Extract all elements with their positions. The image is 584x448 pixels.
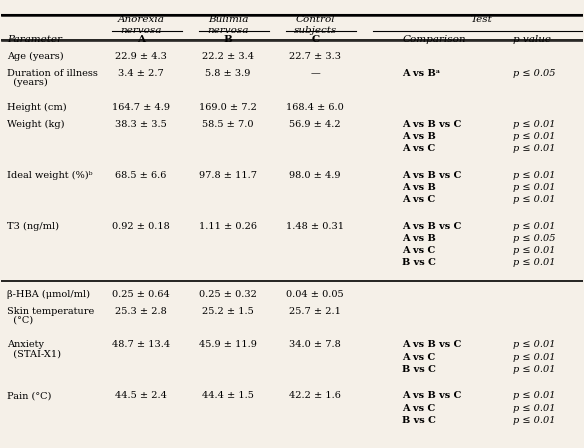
Text: p ≤ 0.01: p ≤ 0.01 <box>513 353 555 362</box>
Text: 34.0 ± 7.8: 34.0 ± 7.8 <box>290 340 341 349</box>
Text: Pain (°C): Pain (°C) <box>7 392 51 401</box>
Text: 48.7 ± 13.4: 48.7 ± 13.4 <box>112 340 170 349</box>
Text: p ≤ 0.01: p ≤ 0.01 <box>513 246 555 255</box>
Text: p ≤ 0.01: p ≤ 0.01 <box>513 195 555 204</box>
Text: 164.7 ± 4.9: 164.7 ± 4.9 <box>112 103 170 112</box>
Text: 45.9 ± 11.9: 45.9 ± 11.9 <box>199 340 257 349</box>
Text: —: — <box>310 69 320 78</box>
Text: 42.2 ± 1.6: 42.2 ± 1.6 <box>289 392 341 401</box>
Text: 25.3 ± 2.8: 25.3 ± 2.8 <box>115 306 167 315</box>
Text: A vs B: A vs B <box>402 234 436 243</box>
Text: 1.48 ± 0.31: 1.48 ± 0.31 <box>286 222 344 231</box>
Text: B: B <box>224 35 232 44</box>
Text: A vs C: A vs C <box>402 144 436 153</box>
Text: A vs C: A vs C <box>402 404 436 413</box>
Text: A: A <box>137 35 145 44</box>
Text: 5.8 ± 3.9: 5.8 ± 3.9 <box>206 69 251 78</box>
Text: B vs C: B vs C <box>402 258 436 267</box>
Text: Parameter: Parameter <box>7 35 62 44</box>
Text: Bulimia
nervosa: Bulimia nervosa <box>207 14 249 34</box>
Text: p ≤ 0.01: p ≤ 0.01 <box>513 340 555 349</box>
Text: Age (years): Age (years) <box>7 52 64 61</box>
Text: 168.4 ± 6.0: 168.4 ± 6.0 <box>286 103 344 112</box>
Text: Skin temperature: Skin temperature <box>7 306 95 315</box>
Text: 97.8 ± 11.7: 97.8 ± 11.7 <box>199 171 257 180</box>
Text: 68.5 ± 6.6: 68.5 ± 6.6 <box>115 171 166 180</box>
Text: 0.25 ± 0.32: 0.25 ± 0.32 <box>199 289 257 298</box>
Text: Comparison: Comparison <box>402 35 466 44</box>
Text: p ≤ 0.01: p ≤ 0.01 <box>513 258 555 267</box>
Text: A vs B: A vs B <box>402 183 436 192</box>
Text: (STAI-X1): (STAI-X1) <box>7 350 61 359</box>
Text: p ≤ 0.01: p ≤ 0.01 <box>513 120 555 129</box>
Text: 25.7 ± 2.1: 25.7 ± 2.1 <box>289 306 341 315</box>
Text: p ≤ 0.01: p ≤ 0.01 <box>513 132 555 141</box>
Text: Weight (kg): Weight (kg) <box>7 120 65 129</box>
Text: Anxiety: Anxiety <box>7 340 44 349</box>
Text: 22.7 ± 3.3: 22.7 ± 3.3 <box>289 52 341 61</box>
Text: Height (cm): Height (cm) <box>7 103 67 112</box>
Text: Anorexia
nervosa: Anorexia nervosa <box>117 14 164 34</box>
Text: C: C <box>311 35 319 44</box>
Text: p ≤ 0.01: p ≤ 0.01 <box>513 183 555 192</box>
Text: 1.11 ± 0.26: 1.11 ± 0.26 <box>199 222 257 231</box>
Text: A vs B vs C: A vs B vs C <box>402 171 462 180</box>
Text: β-HBA (μmol/ml): β-HBA (μmol/ml) <box>7 289 90 299</box>
Text: Ideal weight (%)ᵇ: Ideal weight (%)ᵇ <box>7 171 93 180</box>
Text: p value: p value <box>513 35 551 44</box>
Text: 0.25 ± 0.64: 0.25 ± 0.64 <box>112 289 170 298</box>
Text: T3 (ng/ml): T3 (ng/ml) <box>7 222 59 231</box>
Text: Test: Test <box>470 14 492 24</box>
Text: A vs B vs C: A vs B vs C <box>402 222 462 231</box>
Text: 22.9 ± 4.3: 22.9 ± 4.3 <box>115 52 167 61</box>
Text: p ≤ 0.01: p ≤ 0.01 <box>513 416 555 425</box>
Text: 58.5 ± 7.0: 58.5 ± 7.0 <box>202 120 254 129</box>
Text: 25.2 ± 1.5: 25.2 ± 1.5 <box>202 306 254 315</box>
Text: A vs Bᵃ: A vs Bᵃ <box>402 69 441 78</box>
Text: B vs C: B vs C <box>402 416 436 425</box>
Text: 56.9 ± 4.2: 56.9 ± 4.2 <box>290 120 341 129</box>
Text: p ≤ 0.01: p ≤ 0.01 <box>513 392 555 401</box>
Text: p ≤ 0.01: p ≤ 0.01 <box>513 222 555 231</box>
Text: A vs B vs C: A vs B vs C <box>402 392 462 401</box>
Text: (°C): (°C) <box>7 316 33 325</box>
Text: p ≤ 0.01: p ≤ 0.01 <box>513 365 555 374</box>
Text: A vs C: A vs C <box>402 195 436 204</box>
Text: 0.04 ± 0.05: 0.04 ± 0.05 <box>286 289 344 298</box>
Text: p ≤ 0.01: p ≤ 0.01 <box>513 144 555 153</box>
Text: A vs B: A vs B <box>402 132 436 141</box>
Text: (years): (years) <box>7 78 48 87</box>
Text: 44.4 ± 1.5: 44.4 ± 1.5 <box>202 392 254 401</box>
Text: 98.0 ± 4.9: 98.0 ± 4.9 <box>290 171 341 180</box>
Text: A vs C: A vs C <box>402 353 436 362</box>
Text: p ≤ 0.01: p ≤ 0.01 <box>513 404 555 413</box>
Text: Control
subjects: Control subjects <box>294 14 337 34</box>
Text: A vs B vs C: A vs B vs C <box>402 120 462 129</box>
Text: 3.4 ± 2.7: 3.4 ± 2.7 <box>118 69 164 78</box>
Text: A vs B vs C: A vs B vs C <box>402 340 462 349</box>
Text: 0.92 ± 0.18: 0.92 ± 0.18 <box>112 222 170 231</box>
Text: p ≤ 0.05: p ≤ 0.05 <box>513 69 555 78</box>
Text: B vs C: B vs C <box>402 365 436 374</box>
Text: 44.5 ± 2.4: 44.5 ± 2.4 <box>115 392 167 401</box>
Text: A vs C: A vs C <box>402 246 436 255</box>
Text: 38.3 ± 3.5: 38.3 ± 3.5 <box>115 120 167 129</box>
Text: p ≤ 0.05: p ≤ 0.05 <box>513 234 555 243</box>
Text: 22.2 ± 3.4: 22.2 ± 3.4 <box>202 52 254 61</box>
Text: 169.0 ± 7.2: 169.0 ± 7.2 <box>199 103 257 112</box>
Text: p ≤ 0.01: p ≤ 0.01 <box>513 171 555 180</box>
Text: Duration of illness: Duration of illness <box>7 69 98 78</box>
